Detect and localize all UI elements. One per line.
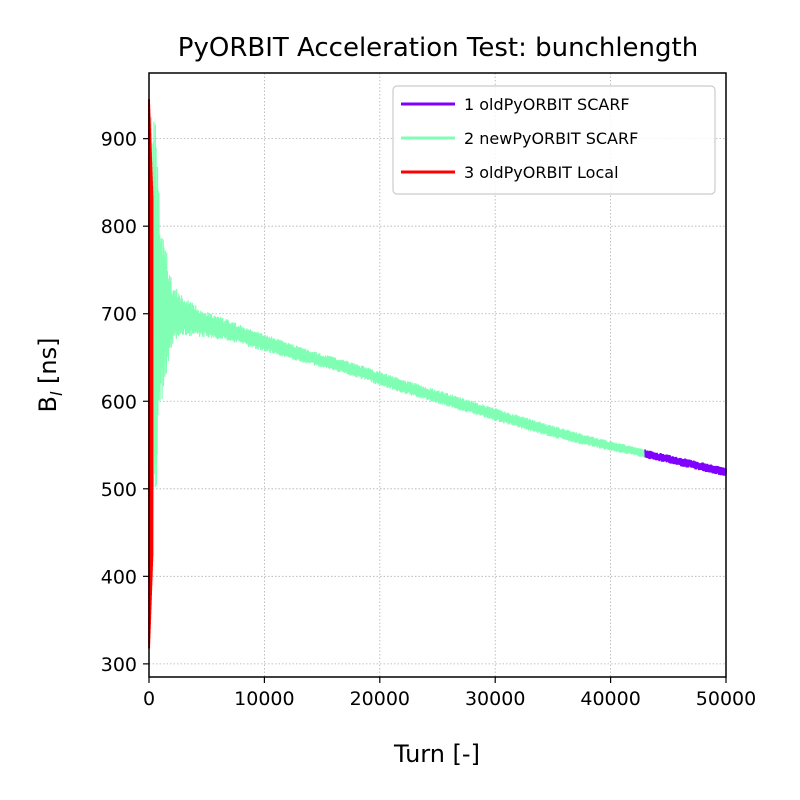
series-new-pyorbit-scarf bbox=[148, 117, 646, 583]
y-tick-label: 800 bbox=[101, 216, 137, 238]
x-tick-label: 20000 bbox=[350, 688, 410, 710]
legend-entry-2: 2 newPyORBIT SCARF bbox=[464, 129, 638, 148]
y-tick-label: 700 bbox=[101, 304, 137, 326]
y-axis-ticks: 300 400 500 600 700 800 900 bbox=[101, 129, 149, 676]
y-axis-label-unit: [ns] bbox=[34, 338, 62, 392]
x-tick-label: 10000 bbox=[234, 688, 294, 710]
y-tick-label: 400 bbox=[101, 566, 137, 588]
x-axis-label: Turn [-] bbox=[393, 740, 480, 768]
y-tick-label: 300 bbox=[101, 654, 137, 676]
y-tick-label: 500 bbox=[101, 479, 137, 501]
y-tick-label: 900 bbox=[101, 129, 137, 151]
x-tick-label: 50000 bbox=[696, 688, 756, 710]
x-tick-label: 0 bbox=[143, 688, 155, 710]
legend: 1 oldPyORBIT SCARF 2 newPyORBIT SCARF 3 … bbox=[392, 85, 716, 195]
y-axis-label-subscript: l bbox=[47, 391, 66, 396]
series-old-pyorbit-scarf bbox=[644, 449, 727, 476]
legend-entry-1: 1 oldPyORBIT SCARF bbox=[464, 95, 630, 114]
y-tick-label: 600 bbox=[101, 391, 137, 413]
x-axis-ticks: 0 10000 20000 30000 40000 50000 bbox=[143, 677, 756, 710]
x-tick-label: 30000 bbox=[465, 688, 525, 710]
x-tick-label: 40000 bbox=[580, 688, 640, 710]
legend-box bbox=[392, 85, 716, 195]
y-axis-label-main: B bbox=[34, 396, 62, 412]
chart-title: PyORBIT Acceleration Test: bunchlength bbox=[178, 33, 698, 63]
legend-entry-3: 3 oldPyORBIT Local bbox=[464, 163, 619, 182]
y-axis-label: Bl [ns] bbox=[34, 338, 66, 413]
axes-frame bbox=[148, 72, 727, 678]
